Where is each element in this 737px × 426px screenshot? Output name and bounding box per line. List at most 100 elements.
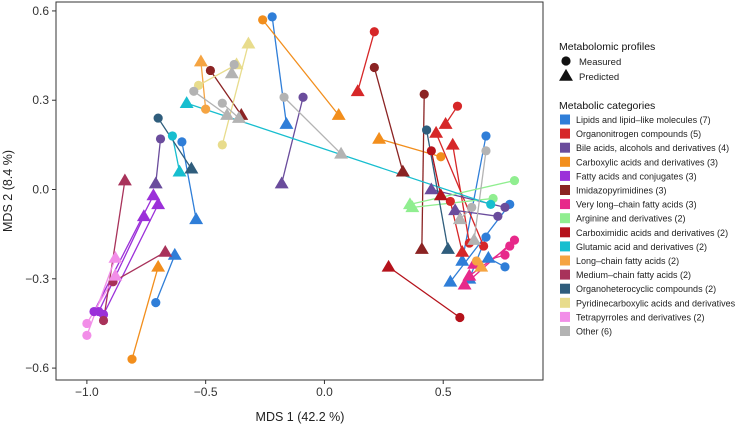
predicted-point <box>424 182 439 195</box>
measured-point <box>505 241 515 251</box>
legend-label-tetrapyrroles: Tetrapyrroles and derivatives (2) <box>576 312 705 322</box>
predicted-point <box>220 108 235 120</box>
legend-label-carboxylic: Carboxylic acids and derivatives (3) <box>576 157 718 167</box>
measured-point <box>82 318 92 329</box>
pair-line <box>200 61 207 110</box>
predicted-point <box>179 96 194 108</box>
measured-point <box>127 354 137 364</box>
pair-line <box>86 257 117 336</box>
predicted-point <box>117 173 132 186</box>
data-markers <box>82 12 520 364</box>
measured-point <box>481 146 491 156</box>
predicted-point <box>372 131 387 144</box>
measured-point <box>493 211 503 221</box>
y-tick-label: −0.6 <box>25 361 49 375</box>
measured-point <box>500 262 510 272</box>
predicted-point <box>462 268 477 281</box>
pair-line <box>131 266 159 360</box>
measured-point <box>298 92 308 102</box>
y-tick-label: 0.3 <box>32 93 49 107</box>
measured-point <box>481 232 491 242</box>
measured-point <box>471 256 482 266</box>
predicted-point <box>136 209 151 222</box>
legend-swatch-mcfa <box>560 269 570 280</box>
pair-line <box>198 63 237 86</box>
predicted-point <box>467 233 482 245</box>
predicted-point <box>158 244 173 257</box>
pair-line <box>430 150 442 196</box>
legend-swatch-other <box>560 326 570 336</box>
measured-point <box>229 59 239 70</box>
legend-categories-title: Metabolic categories <box>559 100 655 112</box>
measured-point <box>500 250 510 260</box>
legend-label-organoheterocyclic: Organoheterocyclic compounds (2) <box>576 284 716 294</box>
predicted-point <box>455 253 470 266</box>
legend-label-bile: Bile acids, alcohols and derivatives (4) <box>576 143 729 153</box>
predicted-point <box>279 116 294 129</box>
measured-point <box>279 92 289 102</box>
measured-point <box>98 315 109 326</box>
legend-profiles: Measured Predicted <box>559 56 621 83</box>
pair-line <box>193 90 228 116</box>
pair-line <box>373 67 404 172</box>
predicted-point <box>274 176 289 189</box>
legend-swatch-lipids <box>560 114 570 125</box>
predicted-point <box>433 188 448 201</box>
predicted-point <box>381 259 396 272</box>
measured-point <box>205 65 216 76</box>
measured-point <box>467 202 477 212</box>
measured-point <box>217 98 227 108</box>
legend-swatch-carboxylic <box>560 156 570 167</box>
axes: −1.0 −0.5 0.0 0.5 −0.6 −0.3 0.0 0.3 0.6 <box>25 4 452 399</box>
measured-point <box>452 101 463 111</box>
predicted-point <box>443 274 458 287</box>
x-tick-label: 0.5 <box>435 385 452 399</box>
legend: Metabolomic profiles Measured Predicted M… <box>559 41 737 337</box>
pair-line <box>102 204 159 315</box>
measured-point <box>369 62 379 73</box>
legend-label-carboximidic: Carboximidic acids and derivatives (2) <box>576 228 728 238</box>
legend-swatch-bile <box>560 142 570 153</box>
pair-line <box>155 254 176 303</box>
pair-line <box>157 117 192 170</box>
measured-point <box>201 104 211 114</box>
x-tick-label: −0.5 <box>194 385 218 399</box>
legend-label-pyridinecarboxylic: Pyridinecarboxylic acids and derivatives… <box>576 298 737 308</box>
predicted-point <box>474 259 489 272</box>
predicted-point <box>395 164 410 177</box>
legend-swatch-tetrapyrroles <box>560 311 570 322</box>
plot-area <box>55 1 544 381</box>
legend-swatch-vlcfa <box>560 199 570 210</box>
measured-point <box>436 152 446 162</box>
measured-point <box>500 202 510 212</box>
legend-swatch-glutamic <box>560 241 570 252</box>
legend-swatch-lcfa <box>560 255 570 266</box>
pair-line <box>209 70 242 116</box>
pair-line <box>473 150 487 241</box>
x-axis-label: MDS 1 (42.2 %) <box>256 410 345 424</box>
legend-label-arginine: Arginine and derivatives (2) <box>576 214 686 224</box>
predicted-point <box>108 268 123 281</box>
pair-line <box>221 43 250 146</box>
measured-point <box>509 175 520 186</box>
measured-point <box>421 125 432 135</box>
predicted-point <box>231 111 246 123</box>
legend-label-vlcfa: Very long–chain fatty acids (3) <box>576 200 697 210</box>
pair-line <box>262 19 340 116</box>
predicted-point <box>331 108 346 120</box>
pair-line <box>357 31 375 92</box>
measured-point <box>82 330 92 340</box>
legend-swatch-imidazopyrimidines <box>560 185 570 195</box>
legend-swatch-arginine <box>560 213 570 224</box>
x-tick-label: −1.0 <box>75 385 99 399</box>
y-tick-label: 0.6 <box>32 4 49 18</box>
predicted-point <box>108 250 123 263</box>
pair-line <box>181 141 197 220</box>
predicted-point <box>167 247 182 260</box>
predicted-point <box>445 137 460 150</box>
measured-point <box>217 140 227 150</box>
pair-line <box>98 216 145 312</box>
predicted-point <box>457 277 472 290</box>
predicted-point <box>405 200 420 213</box>
pair-line <box>421 94 425 250</box>
